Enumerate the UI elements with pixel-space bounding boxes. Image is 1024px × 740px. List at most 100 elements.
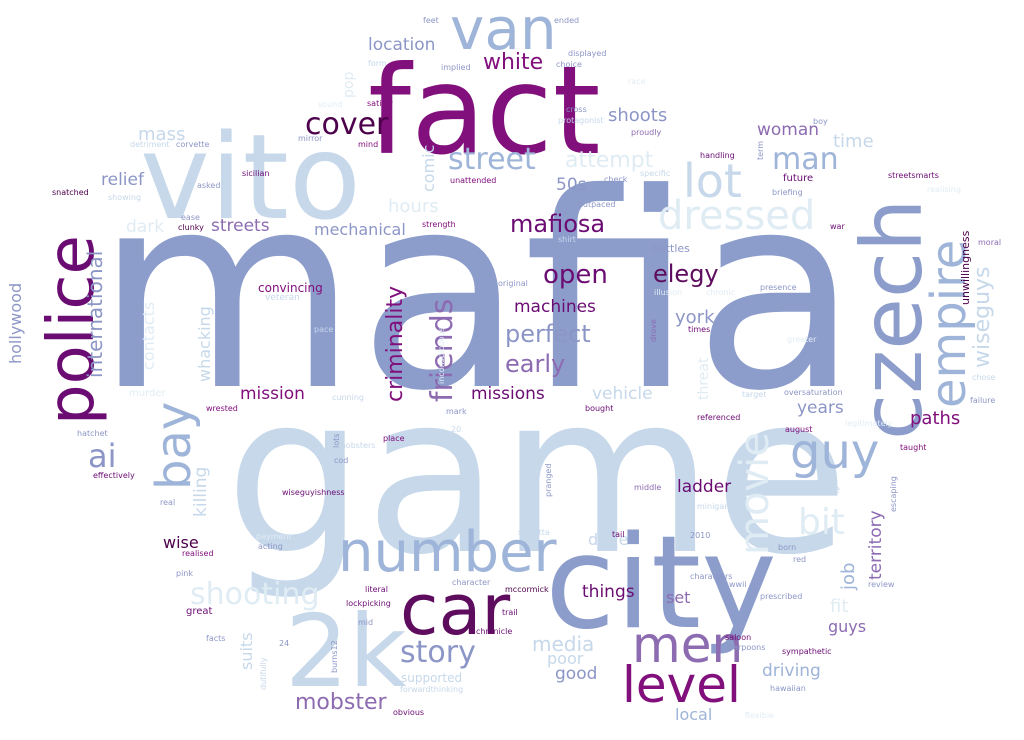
word-pace: pace <box>314 325 334 334</box>
word-original: original <box>498 279 528 288</box>
word-driving: driving <box>762 661 821 681</box>
word-mass: mass <box>138 124 186 145</box>
word-wrested: wrested <box>206 404 238 413</box>
word-implied: implied <box>441 63 471 72</box>
word-escaping: escaping <box>889 476 898 512</box>
word-mobster: mobster <box>295 690 387 715</box>
word-forwardthinking: forwardthinking <box>400 685 464 694</box>
word-mobsters: mobsters <box>338 441 376 450</box>
word-york: york <box>675 307 715 328</box>
word-50s: 50s <box>556 175 587 195</box>
word-pink: pink <box>176 569 194 578</box>
word-snatched: snatched <box>52 188 89 197</box>
word-street: street <box>448 142 536 177</box>
word-international: international <box>83 250 107 378</box>
word-handling: handling <box>700 151 735 160</box>
word-dark: dark <box>126 217 165 237</box>
word-term: term <box>756 141 765 160</box>
word-set: set <box>666 588 691 607</box>
word-outpaced: outpaced <box>578 200 616 209</box>
word-burns12: burns12 <box>330 640 339 673</box>
word-dressed: dressed <box>658 193 816 239</box>
word-bought: bought <box>585 404 614 413</box>
word-attempt: attempt <box>565 148 654 173</box>
word-illusion: illusion <box>654 288 683 297</box>
word-job: job <box>838 562 859 590</box>
word-criminality: criminality <box>383 285 408 402</box>
word-machines: machines <box>514 297 596 317</box>
word-real: real <box>160 498 176 507</box>
word-corvette: corvette <box>176 140 210 149</box>
word-pranged: pranged <box>544 463 553 497</box>
word-saloon: saloon <box>725 633 752 642</box>
word-open: open <box>543 260 608 290</box>
word-clunky: clunky <box>178 223 204 232</box>
word-24: 24 <box>279 639 290 648</box>
word-unwillingness: unwillingness <box>959 230 972 305</box>
word-future: future <box>783 173 814 184</box>
word-car: car <box>400 569 511 651</box>
word-ai: ai <box>88 437 117 475</box>
word-wiseguyishness: wiseguyishness <box>282 488 345 497</box>
word-contacts: contacts <box>139 301 158 370</box>
word-realising: realising <box>927 185 961 194</box>
word-strength: strength <box>422 220 456 229</box>
word-shirt: shirt <box>558 235 576 244</box>
word-vehicle: vehicle <box>592 384 653 404</box>
word-failure: failure <box>970 396 996 405</box>
word-read: read <box>393 488 412 497</box>
word-mid: mid <box>358 618 374 627</box>
word-harpoons: harpoons <box>728 643 766 652</box>
word-local: local <box>675 705 713 724</box>
word-mission: mission <box>240 384 305 404</box>
word-chronicle: chronicle <box>476 627 513 636</box>
word-drove: drove <box>649 319 658 342</box>
word-times: times <box>688 325 711 334</box>
word-man: man <box>772 142 839 177</box>
word-movie: movie <box>732 432 778 555</box>
word-sympathetic: sympathetic <box>782 647 832 656</box>
word-lockpicking: lockpicking <box>346 599 391 608</box>
word-obvious: obvious <box>393 708 425 717</box>
word-oversaturation: oversaturation <box>784 388 843 397</box>
word-presence: presence <box>760 283 797 292</box>
word-territory: territory <box>866 510 886 580</box>
word-feet: feet <box>423 16 439 25</box>
word-briefing: briefing <box>772 188 803 197</box>
word-born: born <box>778 543 797 552</box>
word-poor: poor <box>547 649 584 668</box>
word-woman: woman <box>757 120 820 140</box>
word-mafiosa: mafiosa <box>510 210 606 238</box>
word-lot: lot <box>683 154 742 208</box>
word-race: race <box>628 77 646 86</box>
word-mirror: mirror <box>298 134 323 143</box>
word-white: white <box>483 50 544 75</box>
word-war: war <box>830 222 845 231</box>
word-things: things <box>582 582 635 602</box>
word-place: place <box>383 434 405 443</box>
word-effectively: effectively <box>93 471 135 480</box>
word-taught: taught <box>900 443 927 452</box>
word-whacking: whacking <box>195 306 214 382</box>
word-20: 20 <box>451 425 462 434</box>
word-missions: missions <box>471 384 545 404</box>
word-cover: cover <box>305 107 389 142</box>
word-proudly: proudly <box>631 128 662 137</box>
word-guys: guys <box>828 617 867 636</box>
word-suits: suits <box>237 632 256 670</box>
word-perfect: perfect <box>505 320 591 348</box>
word-cunning: cunning <box>332 393 364 402</box>
word-middle: middle <box>634 483 662 492</box>
word-killing: killing <box>191 466 211 517</box>
word-mark: mark <box>446 407 467 416</box>
word-sound: sound <box>318 100 343 109</box>
word-ease: ease <box>181 213 200 222</box>
word-hollywood: hollywood <box>6 282 25 364</box>
word-sicilian: sicilian <box>242 169 270 178</box>
word-target: target <box>742 390 767 399</box>
word-mccormick: mccormick <box>505 585 549 594</box>
word-level: level <box>622 656 741 714</box>
word-convincing: convincing <box>258 281 323 295</box>
word-satisfy: satisfy <box>367 99 394 108</box>
